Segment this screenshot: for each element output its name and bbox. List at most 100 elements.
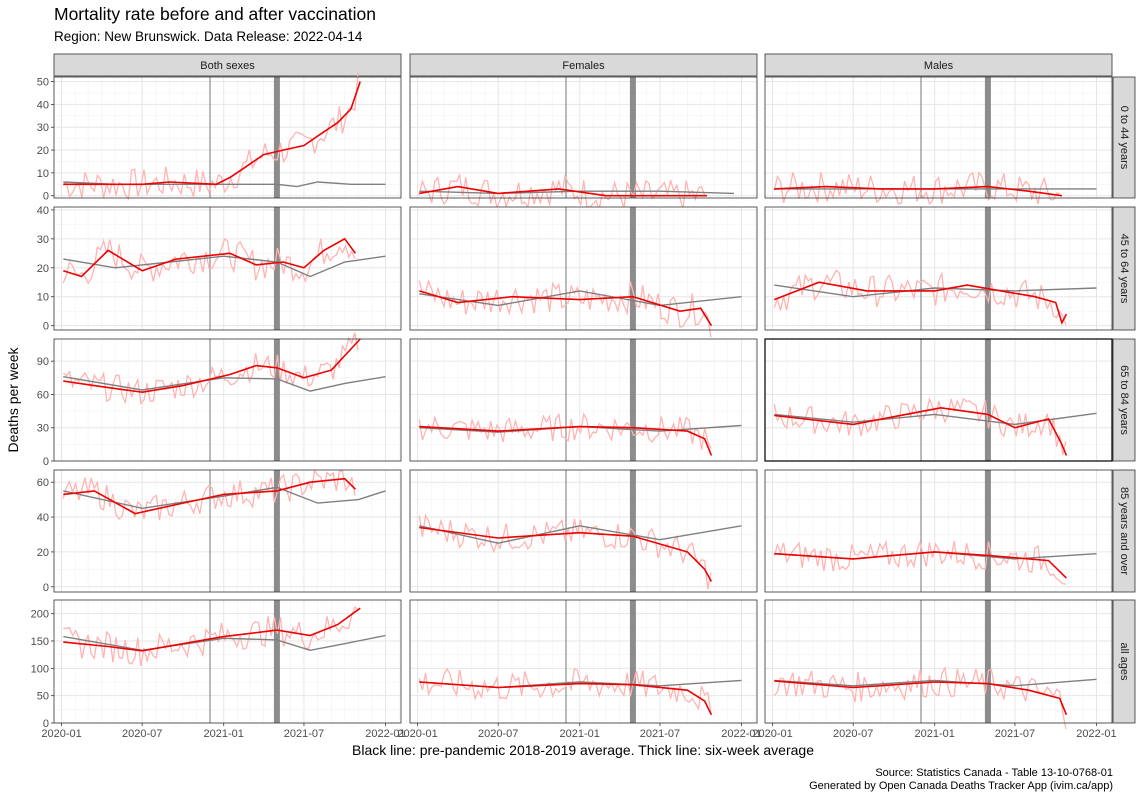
panel-border — [53, 599, 402, 724]
row-strip — [1112, 469, 1136, 593]
y-tick-label: 0 — [43, 191, 49, 203]
panel-background — [410, 600, 757, 723]
x-tick-label: 2021-01 — [915, 728, 955, 740]
panel-border — [409, 599, 758, 724]
y-tick-label: 40 — [37, 512, 49, 524]
x-tick-label: 2020-07 — [478, 728, 518, 740]
six-week-average-line — [774, 185, 1063, 197]
y-tick-label: 30 — [37, 234, 49, 246]
y-tick-label: 40 — [37, 205, 49, 217]
y-tick-label: 30 — [37, 122, 49, 134]
x-tick-label: 2020-01 — [752, 728, 792, 740]
x-tick-label: 2021-01 — [204, 728, 244, 740]
y-tick-label: 0 — [43, 718, 49, 730]
row-strip — [1112, 206, 1136, 331]
y-tick-label: 20 — [37, 145, 49, 157]
six-week-average-line — [63, 477, 356, 515]
panel-border — [409, 469, 758, 593]
panel-border — [764, 76, 1113, 199]
x-tick-label: 2020-07 — [122, 728, 162, 740]
six-week-average-line — [774, 551, 1067, 579]
y-tick-label: 150 — [31, 636, 49, 648]
baseline-average-line — [774, 678, 1097, 687]
panel-border — [53, 338, 402, 462]
six-week-average-line — [774, 406, 1068, 456]
panel — [53, 599, 402, 724]
panel — [409, 76, 758, 211]
column-strip-label: Females — [562, 60, 605, 72]
baseline-average-line — [63, 486, 386, 510]
y-tick-label: 200 — [31, 609, 49, 621]
six-week-average-line — [419, 681, 713, 716]
row-strip — [1112, 338, 1136, 462]
column-strip-label: Males — [924, 60, 954, 72]
six-week-average-line — [63, 81, 361, 186]
panel — [409, 206, 758, 338]
weekly-deaths-line — [63, 606, 359, 667]
six-week-average-line — [63, 237, 357, 278]
six-week-average-line — [63, 607, 361, 652]
y-tick-label: 30 — [37, 423, 49, 435]
row-strip-label: 0 to 44 years — [1118, 106, 1130, 170]
weekly-deaths-line — [62, 468, 356, 521]
weekly-deaths-line — [773, 665, 1067, 730]
y-tick-label: 20 — [37, 263, 49, 275]
x-tick-label: 2022-01 — [1076, 728, 1116, 740]
panel — [409, 599, 758, 724]
x-tick-label: 2022-01 — [721, 728, 761, 740]
panel-border — [409, 338, 758, 462]
panel-background — [54, 207, 401, 330]
panel-background — [765, 600, 1112, 723]
y-tick-label: 0 — [43, 321, 49, 333]
panel — [764, 206, 1113, 331]
panel — [409, 338, 758, 462]
column-strip-label: Both sexes — [200, 60, 255, 72]
weekly-deaths-line — [62, 332, 359, 405]
y-tick-label: 60 — [37, 477, 49, 489]
weekly-deaths-line — [418, 279, 712, 338]
panel-background — [410, 339, 757, 461]
panel-border — [764, 469, 1113, 593]
x-tick-label: 2021-07 — [995, 728, 1035, 740]
weekly-deaths-line — [418, 412, 712, 450]
six-week-average-line — [419, 185, 707, 197]
panel-border — [53, 206, 402, 331]
panel-background — [54, 470, 401, 592]
x-tick-label: 2021-01 — [560, 728, 600, 740]
six-week-average-line — [774, 281, 1068, 325]
panel-border — [764, 206, 1113, 331]
y-axis-title: Deaths per week — [5, 346, 21, 452]
panel-background — [410, 207, 757, 330]
panel-background — [765, 207, 1112, 330]
x-tick-label: 2021-07 — [640, 728, 680, 740]
row-strip — [1112, 599, 1136, 724]
panel — [764, 469, 1113, 593]
panel-background — [410, 470, 757, 592]
baseline-average-line — [419, 525, 742, 544]
panel — [764, 599, 1113, 730]
y-tick-label: 90 — [37, 356, 49, 368]
x-tick-label: 2021-07 — [284, 728, 324, 740]
panel-border — [409, 206, 758, 331]
y-tick-label: 100 — [31, 663, 49, 675]
baseline-average-line — [63, 255, 386, 278]
column-strip — [53, 53, 402, 77]
column-strip — [764, 53, 1113, 77]
panel-border — [764, 338, 1113, 462]
weekly-deaths-line — [773, 397, 1067, 455]
y-tick-label: 10 — [37, 292, 49, 304]
panel-background — [410, 77, 757, 198]
chart-subtitle: Region: New Brunswick. Data Release: 202… — [54, 29, 363, 44]
caption-generated-by: Generated by Open Canada Deaths Tracker … — [809, 780, 1113, 792]
panel-border — [53, 76, 402, 199]
panel — [764, 76, 1113, 206]
panel-background — [54, 600, 401, 723]
panel-border — [409, 76, 758, 199]
weekly-deaths-line — [418, 667, 712, 713]
x-tick-label: 2022-01 — [365, 728, 405, 740]
row-strip-label: 85 years and over — [1118, 487, 1130, 575]
panel-border — [764, 599, 1113, 724]
y-tick-label: 20 — [37, 547, 49, 559]
y-tick-label: 10 — [37, 168, 49, 180]
baseline-average-line — [63, 376, 386, 392]
